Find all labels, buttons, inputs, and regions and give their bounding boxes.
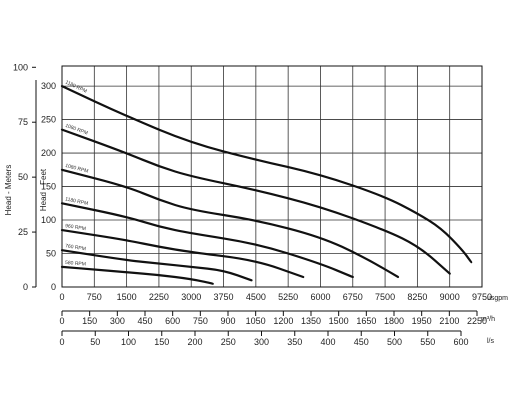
x-usgpm-tick-label: 2250 xyxy=(149,292,169,302)
x-usgpm-tick-label: 1500 xyxy=(117,292,137,302)
x-ls-tick-label: 50 xyxy=(90,337,100,347)
x-ls-tick-label: 600 xyxy=(453,337,468,347)
x-usgpm-tick-label: 0 xyxy=(59,292,64,302)
x-m3h-tick-label: 1350 xyxy=(301,316,321,326)
y-meters-tick-label: 75 xyxy=(18,117,28,127)
x-m3h-tick-label: 900 xyxy=(220,316,235,326)
x-ls-tick-label: 100 xyxy=(121,337,136,347)
y-feet-tick-label: 250 xyxy=(41,115,56,125)
curve-series-3 xyxy=(60,168,400,279)
x-usgpm-tick-label: 6750 xyxy=(343,292,363,302)
y-feet-tick-label: 150 xyxy=(41,182,56,192)
curve-label-3: 1080 RPM xyxy=(64,163,88,175)
x-m3h-tick-label: 450 xyxy=(137,316,152,326)
x-ls-tick-label: 0 xyxy=(59,337,64,347)
x-usgpm-tick-label: 4500 xyxy=(246,292,266,302)
y-feet-tick-label: 200 xyxy=(41,148,56,158)
performance-curves xyxy=(60,85,473,285)
x-ls-tick-label: 500 xyxy=(387,337,402,347)
grid xyxy=(61,65,483,288)
x-ls-tick-label: 550 xyxy=(420,337,435,347)
x-m3h-tick-label: 1050 xyxy=(246,316,266,326)
x-m3h-tick-label: 2100 xyxy=(439,316,459,326)
curve-series-1 xyxy=(60,85,473,264)
x-m3h-tick-label: 2250 xyxy=(467,316,487,326)
x-ls-tick-label: 350 xyxy=(287,337,302,347)
x-m3h-tick-label: 600 xyxy=(165,316,180,326)
y-axis-title-feet: Head - Feet xyxy=(39,168,48,211)
x-m3h-tick-label: 150 xyxy=(82,316,97,326)
x-usgpm-tick-label: 5250 xyxy=(278,292,298,302)
y-axis-title-meters: Head - Meters xyxy=(4,165,13,216)
x-ls-tick-label: 250 xyxy=(221,337,236,347)
y-axes: 0 50 100 150 200 250 300 0 25 50 75 100 Head - Meter… xyxy=(4,62,56,292)
y-feet-tick-label: 300 xyxy=(41,81,56,91)
x-ls-tick-label: 200 xyxy=(187,337,202,347)
x-ls-tick-label: 150 xyxy=(154,337,169,347)
x-m3h-tick-label: 1950 xyxy=(412,316,432,326)
x-axes: 0 750 1500 2250 3000 3750 4500 5250 6000 6750 7500… xyxy=(59,292,508,347)
curve-label-4: 1180 RPM xyxy=(65,196,89,207)
curve-label-7: 580 RPM xyxy=(65,260,86,268)
curve-label-6: 760 RPM xyxy=(65,243,87,252)
curve-series-2 xyxy=(60,128,451,275)
x-usgpm-unit: usgpm xyxy=(487,295,508,302)
x-m3h-tick-label: 1800 xyxy=(384,316,404,326)
x-ls-tick-label: 400 xyxy=(320,337,335,347)
x-ls-tick-label: 300 xyxy=(254,337,269,347)
curve-series-5 xyxy=(60,229,305,279)
y-feet-tick-label: 50 xyxy=(46,249,56,259)
x-m3h-tick-label: 1500 xyxy=(329,316,349,326)
x-ls-tick-label: 450 xyxy=(354,337,369,347)
curve-label-5: 960 RPM xyxy=(65,223,87,232)
curve-series-7 xyxy=(60,265,214,285)
curve-series-6 xyxy=(60,249,253,282)
curve-series-4 xyxy=(60,202,354,279)
x-m3h-tick-label: 750 xyxy=(193,316,208,326)
x-ls-unit: l/s xyxy=(487,338,495,345)
x-usgpm-tick-label: 3750 xyxy=(214,292,234,302)
x-m3h-tick-label: 1650 xyxy=(356,316,376,326)
x-usgpm-tick-label: 8250 xyxy=(407,292,427,302)
x-m3h-tick-label: 1200 xyxy=(273,316,293,326)
x-usgpm-tick-label: 750 xyxy=(87,292,102,302)
y-meters-tick-label: 0 xyxy=(23,282,28,292)
x-m3h-unit: m³/h xyxy=(481,316,495,323)
x-usgpm-tick-label: 3000 xyxy=(181,292,201,302)
x-usgpm-tick-label: 6000 xyxy=(310,292,330,302)
x-usgpm-tick-label: 9000 xyxy=(440,292,460,302)
x-m3h-tick-label: 300 xyxy=(110,316,125,326)
y-meters-tick-label: 100 xyxy=(13,62,28,72)
x-usgpm-tick-label: 9750 xyxy=(472,292,492,302)
y-feet-tick-label: 0 xyxy=(51,282,56,292)
plot-frame xyxy=(61,65,483,288)
y-meters-tick-label: 50 xyxy=(18,172,28,182)
x-m3h-tick-label: 0 xyxy=(59,316,64,326)
y-feet-tick-label: 100 xyxy=(41,215,56,225)
y-meters-tick-label: 25 xyxy=(18,227,28,237)
x-usgpm-tick-label: 7500 xyxy=(375,292,395,302)
